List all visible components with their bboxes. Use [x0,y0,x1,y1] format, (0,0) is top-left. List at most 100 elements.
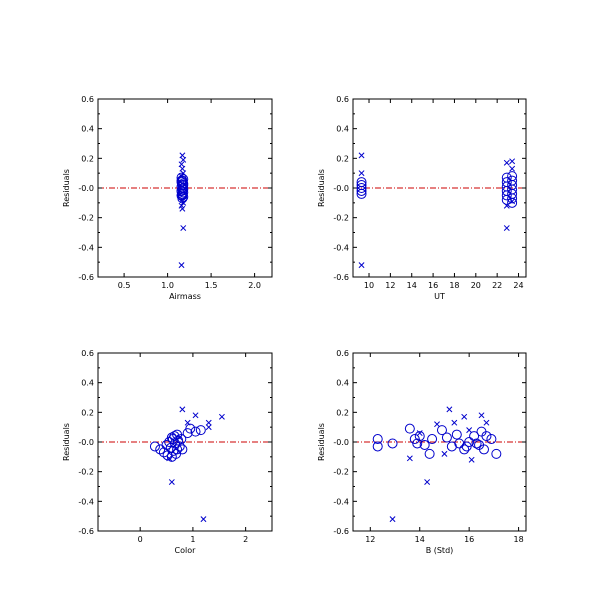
x-tick-label: 10 [364,281,374,290]
data-point-circle [176,185,187,196]
data-point-circle [414,431,425,442]
y-tick-label: 0.6 [81,349,94,358]
data-point-circle [459,444,470,455]
y-tick-label: 0.4 [336,125,349,134]
data-point-cross [358,170,365,177]
x-tick-label: 1 [190,535,195,544]
y-tick-label: 0.2 [336,408,349,417]
y-tick-label: 0.2 [81,408,94,417]
y-tick-label: -0.4 [333,497,349,506]
data-point-circle [174,441,185,452]
data-point-circle [149,441,160,452]
data-point-cross [406,455,413,462]
data-point-cross [176,434,183,441]
data-point-circle [454,438,465,449]
data-point-circle [507,193,518,204]
y-tick-label: -0.4 [78,497,94,506]
y-tick-label: 0.6 [81,95,94,104]
y-tick-label: -0.2 [333,214,349,223]
ut-residuals-panel: -0.6 -0.4 -0.2 -0.0 0.2 0.4 0.6 10 12 14 16 18 20 22 2… [317,95,527,301]
data-point-cross [184,419,191,426]
data-point-cross [466,427,473,434]
data-point-cross [178,173,185,180]
data-point-cross [389,516,396,523]
y-tick-label: 0.2 [81,154,94,163]
data-point-cross [205,419,212,426]
data-point-cross [434,421,440,428]
x-tick-label: 14 [407,281,417,290]
data-point-cross [180,225,187,232]
data-point-circle [461,441,472,452]
y-tick-label: -0.0 [333,438,349,447]
y-tick-label: -0.6 [78,527,94,536]
y-tick-label: -0.6 [333,527,349,536]
data-point-circle [158,447,169,458]
data-point-cross [358,152,365,159]
x-tick-label: 12 [365,535,375,544]
data-point-cross [179,205,186,212]
data-point-cross [478,412,485,419]
data-point-cross [179,406,186,413]
data-point-cross [166,455,173,462]
data-point-circle [166,432,177,443]
data-point-cross [509,158,516,165]
data-point-circle [356,188,367,199]
y-axis-title: Residuals [62,169,71,207]
data-point-circle [481,431,492,442]
data-point-circle [491,448,502,459]
data-point-cross [168,479,175,486]
y-tick-label: -0.4 [78,243,94,252]
data-point-cross [509,198,516,205]
x-tick-label: 12 [385,281,395,290]
y-tick-label: 0.6 [336,95,349,104]
data-point-cross [179,165,186,172]
x-tick-label: 18 [513,535,523,544]
data-point-cross [200,516,207,523]
x-tick-label: 22 [492,281,502,290]
data-point-circle [190,426,201,437]
data-point-cross [178,262,185,269]
x-tick-label: 16 [428,281,438,290]
y-tick-label: -0.2 [78,468,94,477]
y-axis-title: Residuals [317,169,326,207]
x-tick-label: 14 [415,535,425,544]
y-tick-label: 0.4 [336,379,349,388]
x-tick-label: 1.0 [161,281,174,290]
x-axis-title: UT [434,292,445,301]
data-point-circle [404,423,415,434]
x-tick-label: 18 [449,281,459,290]
data-point-cross [451,419,458,426]
data-point-circle [172,444,183,455]
data-point-cross [468,456,475,463]
x-tick-label: 24 [513,281,523,290]
x-axis-title: Color [175,546,197,555]
data-point-circle [436,425,447,436]
data-point-circle [451,429,462,440]
y-tick-label: -0.0 [78,438,94,447]
x-tick-label: 0.5 [118,281,131,290]
x-tick-label: 20 [471,281,481,290]
y-tick-label: -0.0 [78,184,94,193]
data-point-circle [424,448,435,459]
data-point-circle [486,434,497,445]
data-point-cross [424,479,431,486]
data-point-circle [372,434,383,445]
data-point-cross [446,406,453,413]
data-point-circle [178,184,189,195]
data-point-circle [356,183,367,193]
data-point-cross [178,161,185,168]
data-point-cross [483,419,490,426]
x-tick-label: 0 [138,535,143,544]
data-point-circle [469,431,480,442]
data-point-cross [180,170,187,177]
data-point-circle [478,444,489,455]
x-tick-label: 1.5 [205,281,218,290]
x-axis-title: Airmass [169,292,201,301]
y-tick-label: 0.6 [336,349,349,358]
data-point-circle [471,438,482,449]
data-point-cross [509,165,516,172]
x-axis-title: B (Std) [426,546,454,555]
y-tick-label: 0.4 [81,379,94,388]
data-point-cross [180,156,187,163]
